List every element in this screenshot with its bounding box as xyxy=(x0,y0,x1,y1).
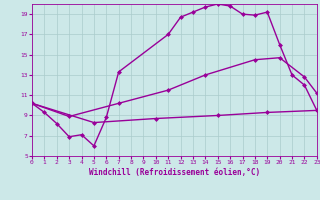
X-axis label: Windchill (Refroidissement éolien,°C): Windchill (Refroidissement éolien,°C) xyxy=(89,168,260,177)
